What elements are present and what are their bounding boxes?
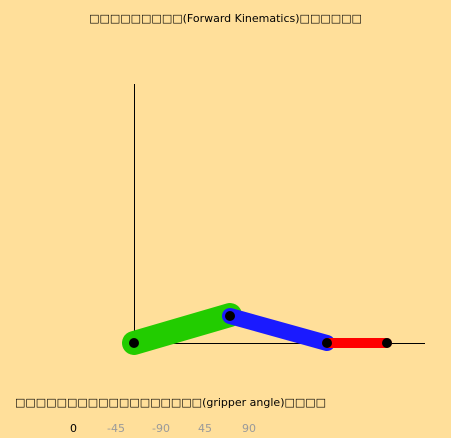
joint-wrist[interactable] [322, 338, 332, 348]
page-title: □□□□□□□□□(Forward Kinematics)□□□□□□ [89, 12, 362, 25]
angle-option-45[interactable]: 45 [198, 422, 212, 435]
angle-option-minus-45[interactable]: -45 [107, 422, 125, 435]
joint-end-effector[interactable] [382, 338, 392, 348]
angle-option-minus-90[interactable]: -90 [152, 422, 170, 435]
joint-base[interactable] [129, 338, 139, 348]
arm-link-1 [122, 303, 242, 355]
gripper-angle-label: □□□□□□□□□□□□□□□□□□(gripper angle)□□□□ [15, 396, 327, 409]
angle-option-90[interactable]: 90 [242, 422, 256, 435]
joint-elbow[interactable] [225, 311, 235, 321]
angle-option-0[interactable]: 0 [70, 422, 77, 435]
arm-link-2 [222, 308, 335, 351]
